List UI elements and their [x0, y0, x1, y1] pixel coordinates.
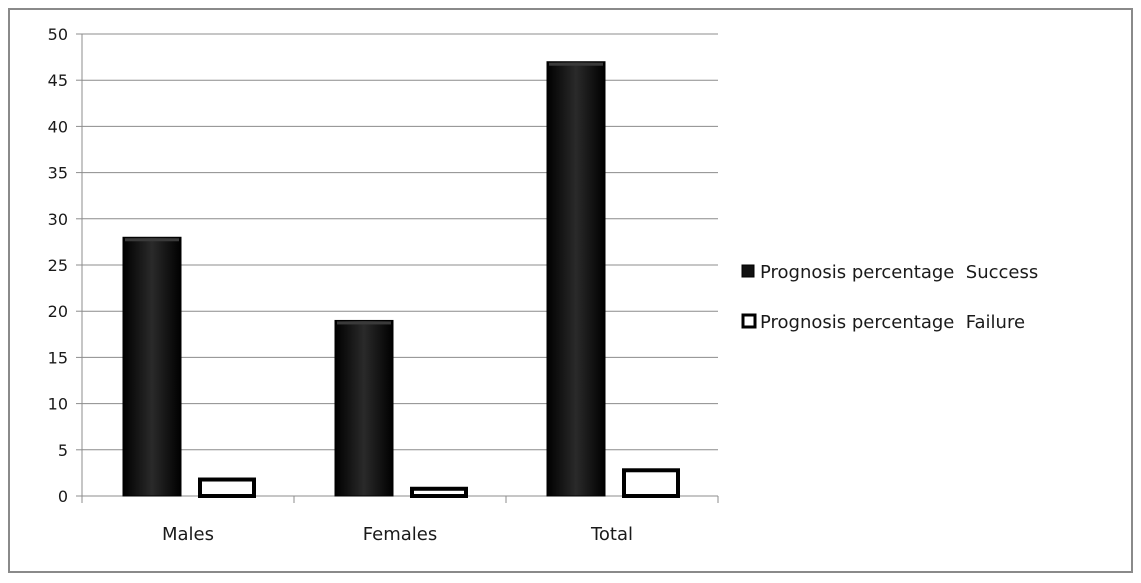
bar-females-failure: [410, 486, 468, 499]
y-tick-label: 15: [48, 348, 68, 367]
y-tick-label: 30: [48, 210, 68, 229]
legend-swatch-failure: [741, 313, 757, 329]
x-category-label: Males: [162, 524, 214, 545]
bar-males-success: [122, 236, 182, 497]
y-tick-label: 40: [48, 117, 68, 136]
chart-frame: 0 5 10 15 20 25 30 35 40 45 50 Males Females Total Pr…: [8, 8, 1133, 573]
legend-swatch-success: [741, 264, 755, 278]
bar-males-failure: [198, 477, 256, 498]
y-tick-label: 0: [58, 487, 68, 506]
bar-total-success: [546, 61, 606, 497]
bar-females-success: [334, 319, 394, 497]
y-tick-label: 45: [48, 71, 68, 90]
bar-total-failure: [622, 468, 680, 498]
y-tick-label: 20: [48, 302, 68, 321]
bar-bevel: [125, 238, 179, 242]
legend-label-failure: Prognosis percentage Failure: [760, 312, 1025, 333]
x-category-label: Females: [363, 524, 437, 545]
x-category-label: Total: [590, 524, 633, 545]
y-tick-label: 5: [58, 441, 68, 460]
bar-bevel: [337, 321, 391, 325]
labels: 0 5 10 15 20 25 30 35 40 45 50 Males Females Total: [48, 25, 633, 545]
bars: [122, 61, 680, 499]
axes: [76, 33, 719, 503]
y-tick-label: 50: [48, 25, 68, 44]
bar-bevel: [549, 62, 603, 66]
y-tick-label: 25: [48, 256, 68, 275]
gridlines: [82, 33, 718, 451]
y-tick-label: 35: [48, 164, 68, 183]
legend-label-success: Prognosis percentage Success: [760, 262, 1038, 283]
y-tick-label: 10: [48, 395, 68, 414]
legend: Prognosis percentage Success Prognosis pe…: [741, 262, 1038, 333]
